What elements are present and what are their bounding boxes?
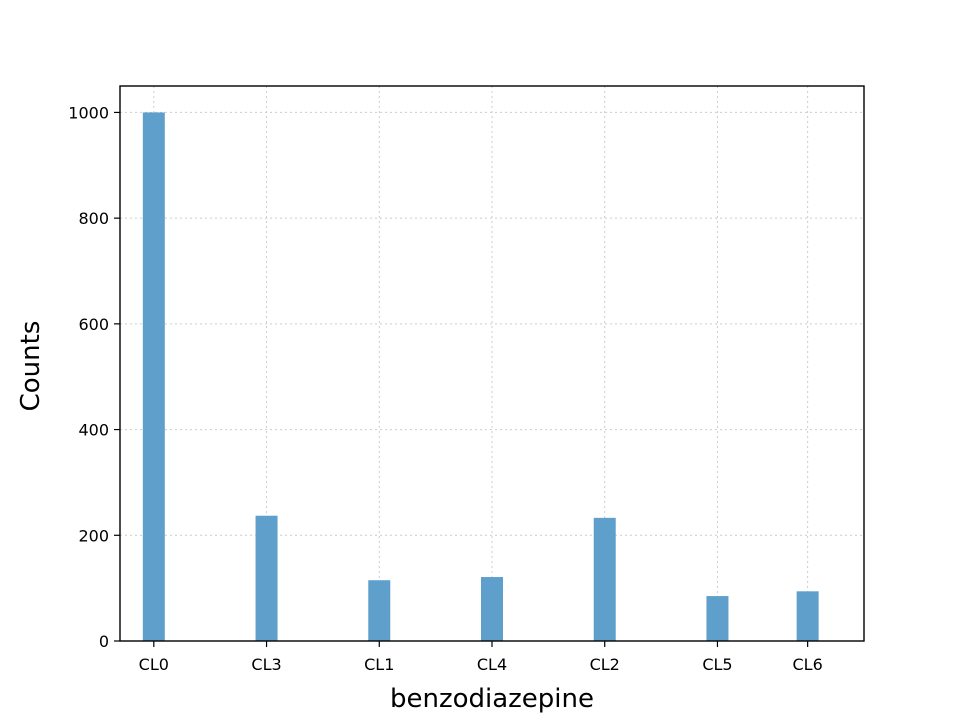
- y-axis-label: Counts: [16, 321, 46, 412]
- grid-layer: [120, 86, 864, 642]
- bars-layer: [142, 112, 819, 641]
- bar-cl1: [368, 580, 391, 641]
- y-tick-label: 400: [78, 421, 109, 440]
- x-tick-label: CL4: [477, 655, 507, 674]
- y-tick-label: 0: [99, 632, 109, 651]
- y-tick-label: 200: [78, 526, 109, 545]
- x-tick-label: CL1: [364, 655, 394, 674]
- bar-cl2: [593, 517, 616, 641]
- x-axis-label: benzodiazepine: [390, 684, 594, 714]
- y-tick-label: 1000: [68, 103, 109, 122]
- x-tick-label: CL5: [702, 655, 732, 674]
- bar-cl4: [481, 577, 503, 641]
- bar-cl0: [142, 112, 165, 641]
- x-tick-label: CL2: [590, 655, 620, 674]
- x-tick-label: CL0: [139, 655, 169, 674]
- ticks-layer: CL0 CL3 CL1 CL4 CL2 CL5 CL6 0 200 400 600 800 1000: [68, 103, 822, 674]
- x-tick-label: CL6: [793, 655, 823, 674]
- bar-cl5: [706, 596, 729, 641]
- x-tick-label: CL3: [251, 655, 281, 674]
- y-tick-label: 800: [78, 209, 109, 228]
- bar-cl3: [255, 515, 278, 641]
- y-tick-label: 600: [78, 315, 109, 334]
- bar-cl6: [796, 591, 819, 641]
